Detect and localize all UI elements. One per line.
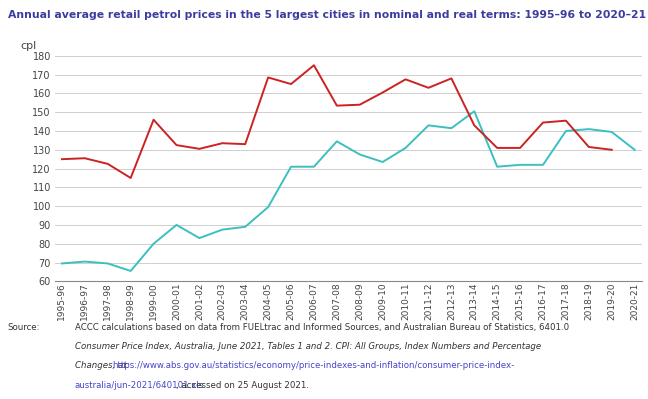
Text: Changes, at:: Changes, at: [75,361,132,371]
Text: ACCC calculations based on data from FUELtrac and Informed Sources, and Australi: ACCC calculations based on data from FUE… [75,323,569,332]
Text: , accessed on 25 August 2021.: , accessed on 25 August 2021. [176,381,309,390]
Y-axis label: cpl: cpl [21,41,37,51]
Text: Consumer Price Index, Australia, June 2021, Tables 1 and 2. CPI: All Groups, Ind: Consumer Price Index, Australia, June 20… [75,342,540,352]
Text: https://www.abs.gov.au/statistics/economy/price-indexes-and-inflation/consumer-p: https://www.abs.gov.au/statistics/econom… [112,361,515,371]
Text: Annual average retail petrol prices in the 5 largest cities in nominal and real : Annual average retail petrol prices in t… [8,10,646,20]
Text: australia/jun-2021/640101.xls: australia/jun-2021/640101.xls [75,381,203,390]
Text: Source:: Source: [8,323,40,332]
